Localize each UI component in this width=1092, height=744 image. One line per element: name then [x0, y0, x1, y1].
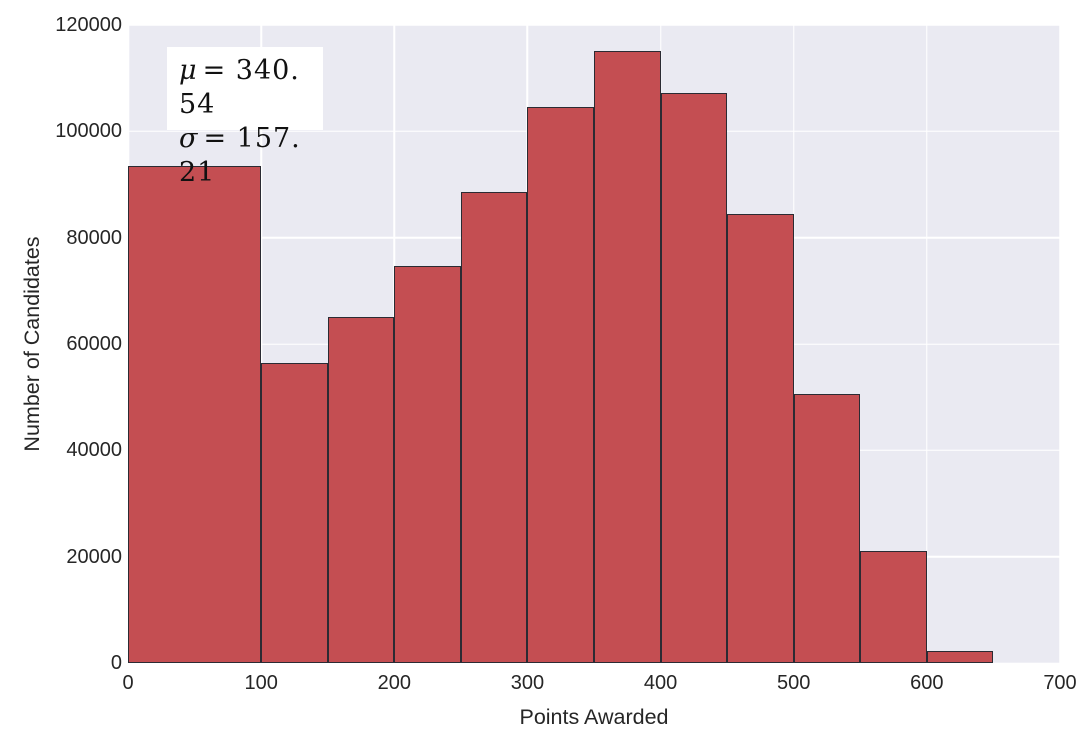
gridline-x-700 — [1059, 25, 1061, 663]
histogram-bar-0-100 — [128, 165, 262, 663]
x-tick-label-500: 500 — [777, 672, 811, 694]
histogram-bar-450-500 — [727, 213, 794, 663]
sigma-value: = 157. 21 — [179, 123, 301, 188]
gridline-y-0 — [128, 662, 1060, 664]
y-tick-label-20000: 20000 — [66, 545, 122, 568]
x-tick-label-100: 100 — [244, 672, 278, 694]
mu-symbol: μ — [179, 55, 197, 86]
y-tick-label-100000: 100000 — [55, 120, 122, 143]
x-tick-label-200: 200 — [377, 672, 411, 694]
y-tick-label-0: 0 — [110, 652, 122, 674]
mu-value: = 340. 54 — [179, 55, 300, 120]
histogram-bar-150-200 — [327, 317, 395, 663]
histogram-bar-350-400 — [594, 50, 661, 663]
y-tick-label-120000: 120000 — [55, 14, 122, 36]
histogram-bar-250-300 — [460, 191, 528, 663]
x-tick-label-300: 300 — [510, 672, 545, 694]
x-axis-label: Points Awarded — [519, 705, 669, 729]
histogram-bar-200-250 — [394, 265, 461, 663]
mu-annotation-line: μ = 340. 54 — [179, 54, 323, 122]
sigma-symbol: σ — [179, 123, 198, 154]
histogram-bar-300-350 — [527, 106, 594, 663]
x-tick-label-600: 600 — [910, 672, 944, 694]
histogram-bar-550-600 — [860, 550, 927, 663]
histogram-bar-500-550 — [793, 393, 861, 663]
x-tick-label-400: 400 — [643, 672, 678, 694]
gridline-y-120000 — [128, 24, 1060, 26]
plot-area: μ = 340. 54 σ = 157. 21 — [127, 24, 1061, 664]
histogram-bar-100-150 — [261, 363, 328, 663]
y-tick-label-40000: 40000 — [66, 439, 122, 462]
x-tick-label-700: 700 — [1043, 672, 1077, 694]
sigma-annotation-line: σ = 157. 21 — [179, 122, 323, 190]
histogram-bar-600-650 — [926, 651, 994, 663]
x-tick-label-0: 0 — [122, 672, 134, 694]
stats-annotation: μ = 340. 54 σ = 157. 21 — [167, 47, 323, 188]
histogram-bar-400-450 — [660, 93, 728, 663]
y-tick-label-80000: 80000 — [66, 226, 122, 249]
y-tick-label-60000: 60000 — [66, 333, 122, 355]
